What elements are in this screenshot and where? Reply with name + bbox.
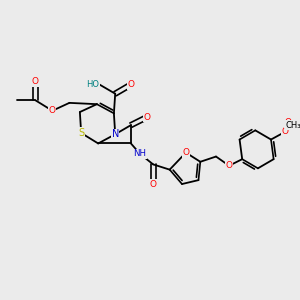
Text: O: O: [32, 77, 39, 86]
Text: O: O: [182, 148, 189, 157]
Text: O: O: [284, 118, 292, 127]
Text: O: O: [128, 80, 134, 89]
Text: O: O: [226, 161, 232, 170]
Text: O: O: [49, 106, 56, 115]
Text: CH₃: CH₃: [286, 121, 300, 130]
Text: NH: NH: [134, 149, 147, 158]
Text: O: O: [282, 127, 289, 136]
Text: O: O: [150, 179, 157, 188]
Text: S: S: [78, 128, 84, 138]
Text: O: O: [143, 113, 150, 122]
Text: N: N: [112, 129, 119, 139]
Text: HO: HO: [86, 80, 100, 89]
